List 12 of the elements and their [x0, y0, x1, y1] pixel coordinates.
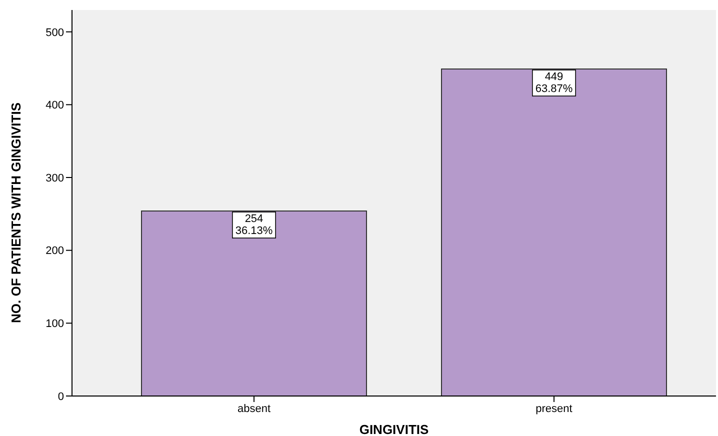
- x-axis-title: GINGIVITIS: [359, 422, 429, 436]
- x-tick-label: absent: [237, 402, 271, 415]
- y-tick-label: 400: [46, 100, 64, 112]
- data-label: 449 63.87%: [535, 70, 573, 95]
- y-tick-label: 300: [46, 172, 64, 184]
- y-tick-label: 100: [46, 318, 64, 330]
- y-tick-label: 0: [58, 390, 64, 403]
- x-tick-label: present: [536, 402, 572, 415]
- y-axis-title: NO. OF PATIENTS WITH GINGIVITIS: [8, 102, 24, 323]
- y-tick-label: 500: [46, 26, 64, 39]
- y-tick-label: 200: [46, 245, 64, 258]
- data-label: 254 36.13%: [235, 213, 273, 238]
